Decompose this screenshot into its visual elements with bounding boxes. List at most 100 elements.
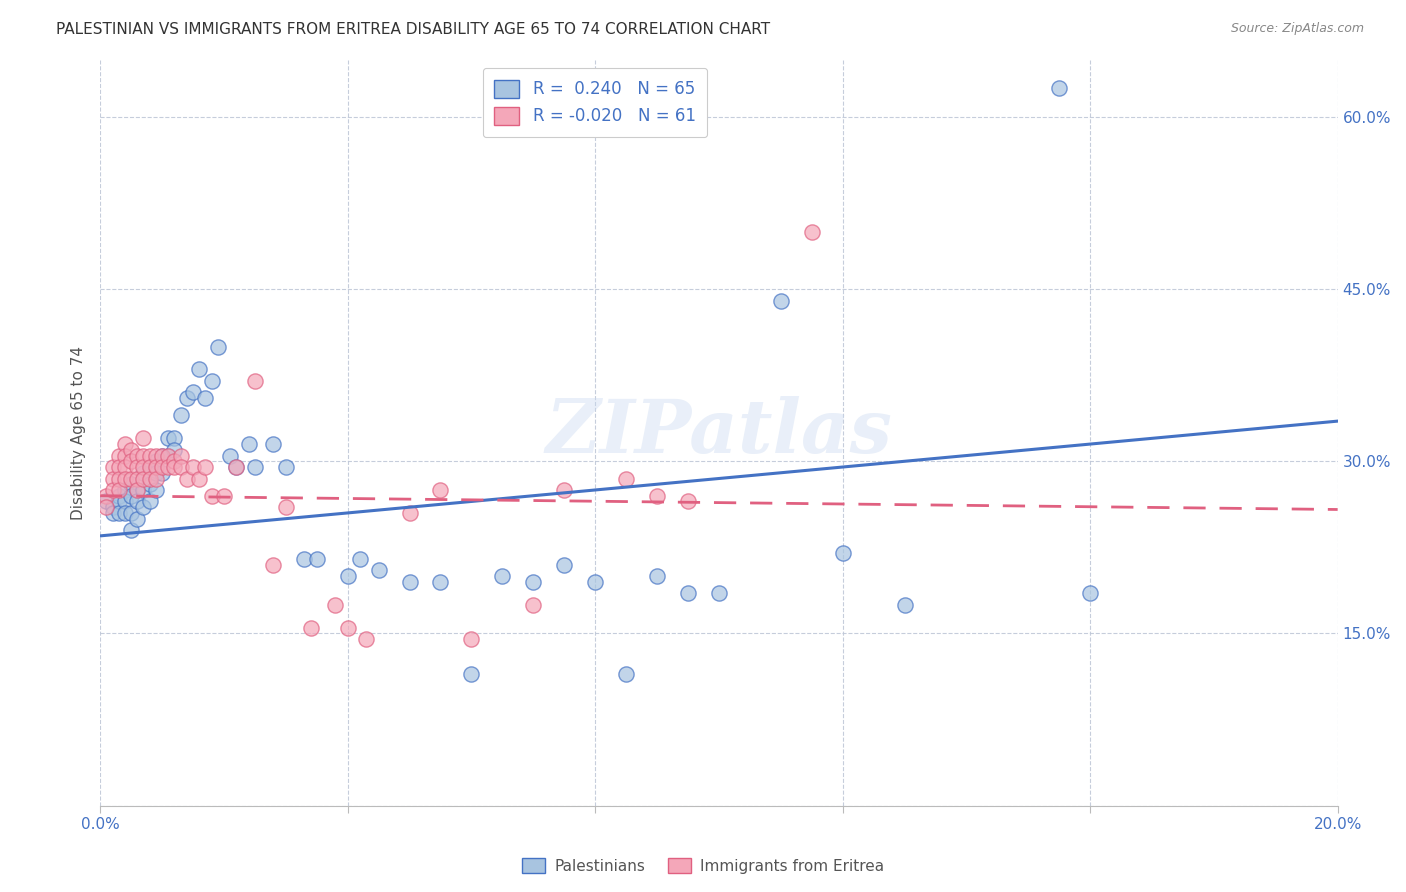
Point — [157, 449, 180, 463]
Point — [157, 460, 180, 475]
Point — [169, 449, 191, 463]
Point — [120, 454, 142, 468]
Point — [101, 500, 124, 515]
Point — [114, 460, 136, 475]
Point — [120, 442, 142, 457]
Point — [107, 483, 129, 497]
Point — [200, 489, 222, 503]
Point — [163, 454, 186, 468]
Point — [127, 460, 149, 475]
Point — [145, 471, 167, 485]
Point — [138, 477, 160, 491]
Point — [194, 391, 217, 405]
Point — [163, 460, 186, 475]
Point — [107, 471, 129, 485]
Point — [367, 563, 389, 577]
Point — [138, 460, 160, 475]
Point — [132, 431, 155, 445]
Text: Source: ZipAtlas.com: Source: ZipAtlas.com — [1230, 22, 1364, 36]
Point — [676, 494, 699, 508]
Legend: R =  0.240   N = 65, R = -0.020   N = 61: R = 0.240 N = 65, R = -0.020 N = 61 — [482, 68, 707, 137]
Point — [181, 460, 204, 475]
Point — [120, 489, 142, 503]
Point — [243, 374, 266, 388]
Point — [138, 460, 160, 475]
Point — [96, 494, 118, 508]
Point — [305, 552, 328, 566]
Legend: Palestinians, Immigrants from Eritrea: Palestinians, Immigrants from Eritrea — [516, 852, 890, 880]
Point — [893, 598, 915, 612]
Point — [132, 466, 155, 480]
Point — [150, 460, 173, 475]
Point — [176, 391, 198, 405]
Point — [219, 449, 242, 463]
Point — [522, 574, 544, 589]
Point — [200, 374, 222, 388]
Point — [583, 574, 606, 589]
Point — [707, 586, 730, 600]
Point — [238, 437, 260, 451]
Point — [181, 385, 204, 400]
Point — [176, 471, 198, 485]
Point — [225, 460, 247, 475]
Point — [127, 471, 149, 485]
Point — [553, 558, 575, 572]
Point — [169, 409, 191, 423]
Point — [120, 506, 142, 520]
Point — [101, 460, 124, 475]
Point — [120, 471, 142, 485]
Point — [107, 449, 129, 463]
Point — [769, 293, 792, 308]
Point — [132, 460, 155, 475]
Point — [645, 569, 668, 583]
Point — [212, 489, 235, 503]
Point — [354, 632, 377, 647]
Point — [127, 483, 149, 497]
Point — [262, 437, 284, 451]
Point — [145, 466, 167, 480]
Point — [114, 437, 136, 451]
Point — [194, 460, 217, 475]
Point — [188, 471, 211, 485]
Point — [132, 500, 155, 515]
Point — [800, 225, 823, 239]
Point — [299, 621, 322, 635]
Point — [188, 362, 211, 376]
Point — [163, 431, 186, 445]
Text: ZIPatlas: ZIPatlas — [546, 396, 893, 469]
Point — [614, 666, 637, 681]
Point — [127, 483, 149, 497]
Point — [460, 666, 482, 681]
Point — [150, 466, 173, 480]
Point — [101, 483, 124, 497]
Point — [522, 598, 544, 612]
Point — [429, 483, 451, 497]
Point — [429, 574, 451, 589]
Point — [349, 552, 371, 566]
Point — [292, 552, 315, 566]
Point — [127, 449, 149, 463]
Point — [114, 471, 136, 485]
Point — [107, 494, 129, 508]
Point — [1078, 586, 1101, 600]
Point — [614, 471, 637, 485]
Point — [96, 489, 118, 503]
Point — [138, 449, 160, 463]
Point — [163, 442, 186, 457]
Point — [262, 558, 284, 572]
Point — [138, 494, 160, 508]
Point — [398, 574, 420, 589]
Point — [157, 431, 180, 445]
Text: PALESTINIAN VS IMMIGRANTS FROM ERITREA DISABILITY AGE 65 TO 74 CORRELATION CHART: PALESTINIAN VS IMMIGRANTS FROM ERITREA D… — [56, 22, 770, 37]
Point — [132, 483, 155, 497]
Point — [145, 483, 167, 497]
Point — [157, 449, 180, 463]
Point — [127, 494, 149, 508]
Point — [127, 511, 149, 525]
Point — [491, 569, 513, 583]
Point — [107, 460, 129, 475]
Point — [336, 621, 359, 635]
Point — [96, 500, 118, 515]
Point — [132, 471, 155, 485]
Point — [398, 506, 420, 520]
